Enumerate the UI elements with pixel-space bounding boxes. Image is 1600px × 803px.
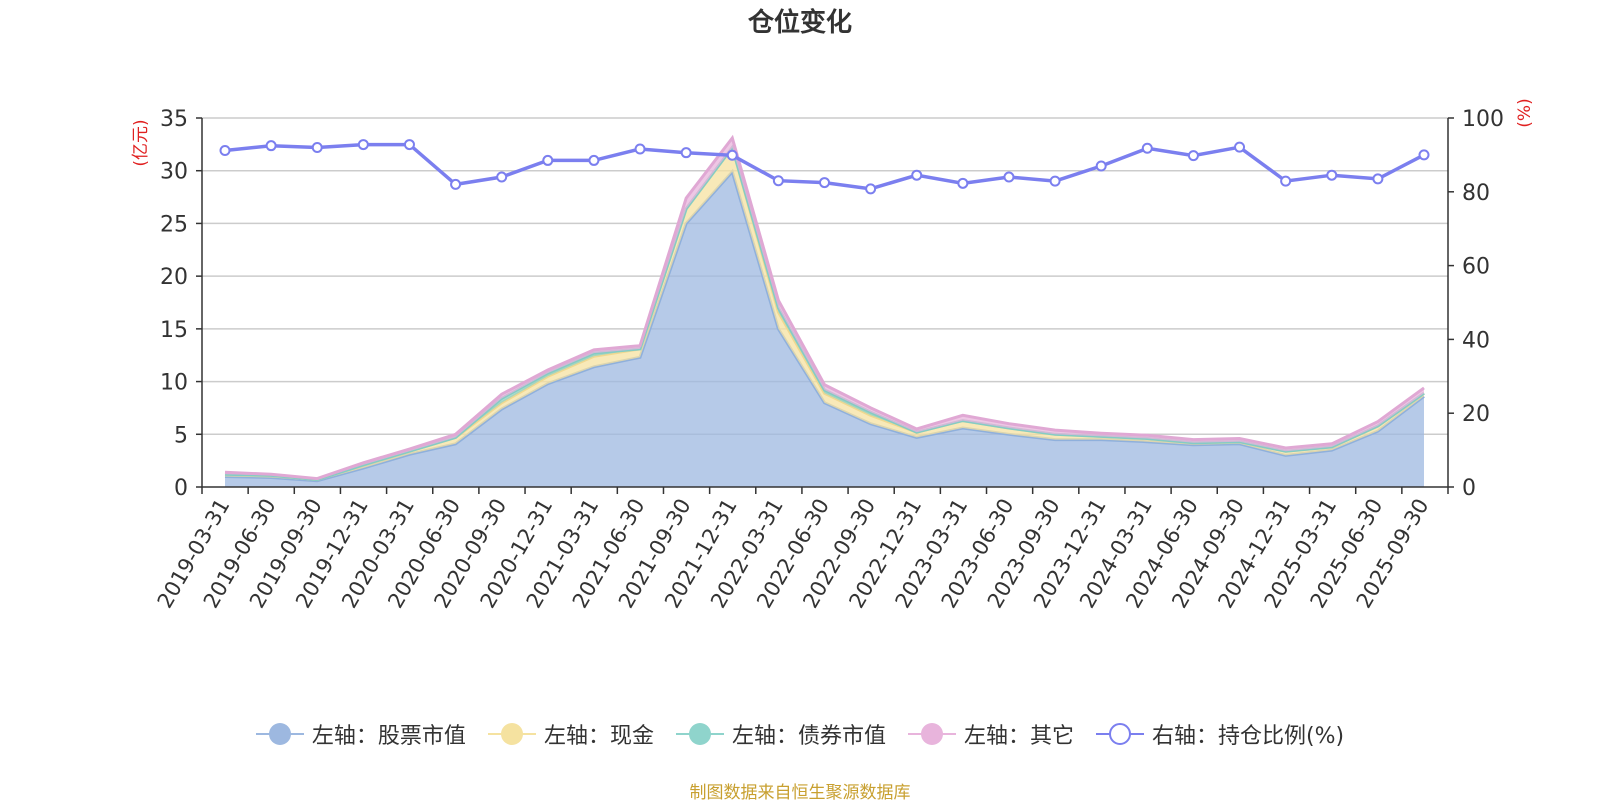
ratio-point-0 (219, 144, 231, 156)
legend-label-bond: 左轴：债券市值 (731, 724, 886, 749)
area-0 (225, 171, 1424, 488)
y-right-tick-label-4: 80 (1462, 181, 1490, 206)
y-left-tick-label-7: 35 (160, 107, 188, 132)
y-right-tick-label-3: 60 (1462, 255, 1490, 280)
ratio-point-17 (1003, 171, 1015, 183)
ratio-point-10 (680, 147, 692, 159)
ratio-point-12 (772, 175, 784, 187)
ratio-point-3 (357, 139, 369, 151)
legend-marker-other-icon (907, 722, 956, 746)
ratio-point-11 (726, 149, 738, 161)
ratio-point-24 (1326, 169, 1338, 181)
legend-marker-cash-icon (487, 722, 536, 746)
legend-item-cash[interactable]: 左轴：现金 (487, 718, 654, 750)
ratio-point-21 (1187, 150, 1199, 162)
legend: 左轴：股票市值 左轴：现金 左轴：债券市值 左轴：其它 右轴：持仓比例(%) (0, 718, 1600, 750)
ratio-point-8 (588, 154, 600, 166)
ratio-point-13 (819, 177, 830, 189)
ratio-point-6 (496, 171, 508, 183)
y-left-tick-label-5: 25 (160, 212, 188, 237)
legend-marker-ratio-icon (1095, 722, 1144, 746)
ratio-point-16 (957, 177, 969, 189)
y-right-unit-label: (%) (1515, 98, 1535, 127)
y-left-unit-label: (亿元) (131, 119, 151, 166)
ratio-point-14 (865, 183, 877, 195)
legend-item-other[interactable]: 左轴：其它 (907, 718, 1074, 750)
ratio-point-19 (1095, 160, 1107, 172)
ratio-point-5 (450, 178, 462, 190)
legend-marker-stock-icon (255, 722, 304, 746)
ratio-point-9 (634, 143, 646, 155)
y-right-tick-label-5: 100 (1462, 107, 1504, 132)
ratio-point-18 (1049, 175, 1061, 187)
legend-label-ratio: 右轴：持仓比例(%) (1151, 724, 1345, 749)
ratio-point-15 (911, 169, 923, 181)
data-source-note: 制图数据来自恒生聚源数据库 (689, 783, 911, 803)
ratio-point-4 (403, 139, 415, 151)
y-right-tick-label-0: 0 (1462, 476, 1476, 501)
y-left-tick-label-4: 20 (160, 265, 188, 290)
y-right-tick-label-2: 40 (1462, 328, 1490, 353)
ratio-point-23 (1280, 175, 1292, 187)
y-left-tick-label-0: 0 (174, 476, 188, 501)
y-left-tick-label-2: 10 (160, 371, 188, 396)
ratio-point-26 (1418, 149, 1430, 161)
ratio-point-22 (1234, 141, 1246, 153)
legend-item-stock[interactable]: 左轴：股票市值 (255, 718, 466, 750)
ratio-point-7 (542, 154, 554, 166)
legend-label-cash: 左轴：现金 (543, 724, 654, 749)
y-right-tick-label-1: 20 (1462, 402, 1490, 427)
chart-title: 仓位变化 (747, 8, 852, 38)
y-left-tick-label-3: 15 (160, 318, 188, 343)
ratio-point-25 (1372, 173, 1384, 185)
ratio-point-1 (265, 140, 277, 152)
ratio-point-20 (1141, 142, 1153, 154)
ratio-point-2 (311, 142, 323, 154)
y-left-tick-label-1: 5 (174, 423, 188, 448)
legend-label-other: 左轴：其它 (963, 724, 1074, 749)
legend-item-ratio[interactable]: 右轴：持仓比例(%) (1095, 718, 1345, 750)
legend-item-bond[interactable]: 左轴：债券市值 (675, 718, 886, 750)
area-line-3 (224, 134, 1425, 481)
legend-marker-bond-icon (675, 722, 724, 746)
y-left-tick-label-6: 30 (160, 160, 188, 185)
legend-label-stock: 左轴：股票市值 (311, 724, 466, 749)
